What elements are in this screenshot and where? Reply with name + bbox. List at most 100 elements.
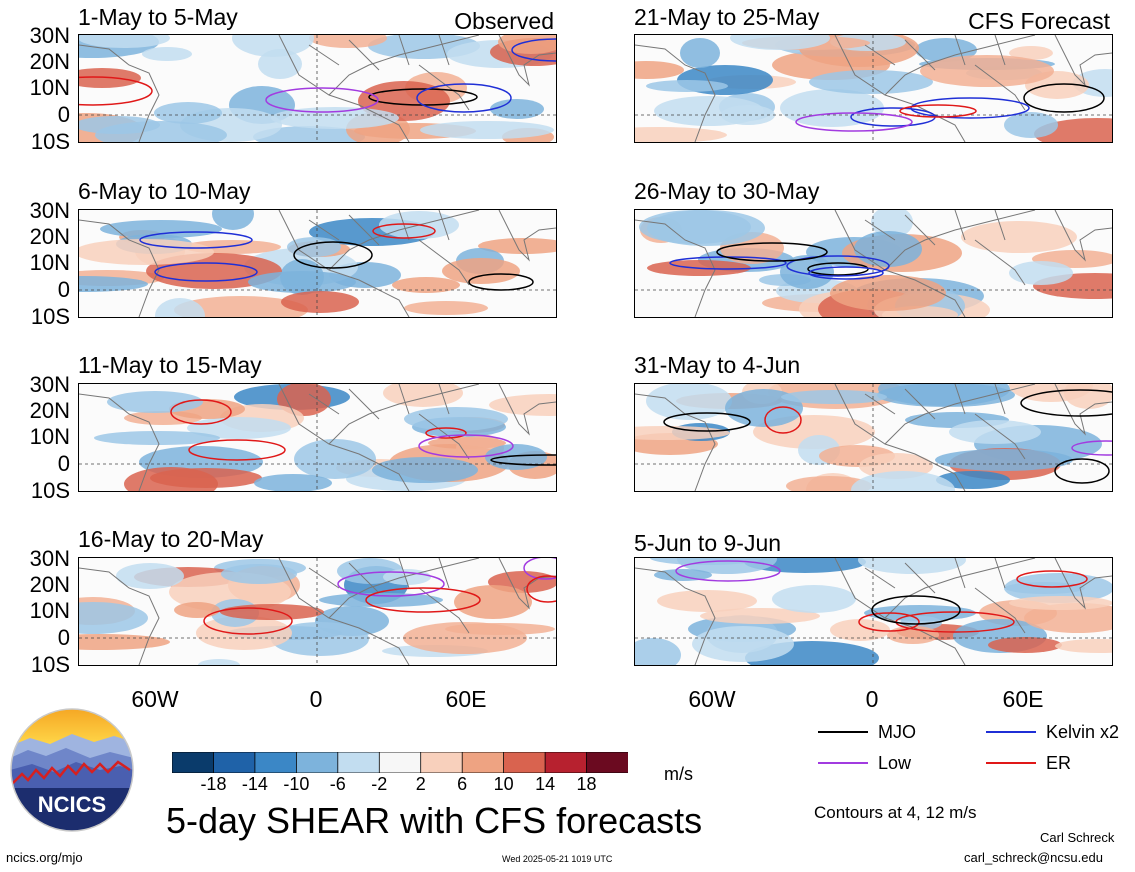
shear-anomaly [107, 391, 203, 413]
shear-anomaly [383, 384, 463, 407]
panel-title-3: 11-May to 15-May [78, 352, 262, 378]
wave-contour [807, 262, 869, 276]
colorbar-tick: -18 [200, 774, 227, 794]
shear-anomaly [232, 35, 314, 57]
wave-contour [1071, 440, 1112, 456]
shear-anomaly [830, 275, 946, 311]
colorbar-tick: 6 [457, 774, 468, 794]
shear-anomaly [864, 605, 976, 621]
colorbar-tick: -14 [241, 774, 268, 794]
map-panel-1 [78, 34, 557, 143]
shear-anomaly [646, 80, 728, 92]
shear-anomaly [781, 390, 887, 404]
lat-label: 10S [30, 304, 70, 329]
shear-anomaly [100, 220, 222, 238]
shear-anomaly [404, 407, 508, 431]
colorbar-tick: 18 [576, 774, 597, 794]
main-title: 5-day SHEAR with CFS forecasts [166, 800, 703, 841]
shear-anomaly [730, 35, 830, 50]
shear-anomaly [253, 126, 365, 142]
footer-url: ncics.org/mjo [6, 850, 83, 865]
shear-anomaly [372, 457, 478, 483]
shear-anomaly [1064, 384, 1112, 409]
lat-label: 10S [30, 478, 70, 503]
shear-anomaly [490, 99, 544, 119]
shear-anomaly [1005, 582, 1085, 594]
shear-anomaly [786, 476, 872, 491]
lat-label: 30N [29, 23, 70, 48]
map-panel-6 [634, 209, 1113, 318]
shear-anomaly [154, 102, 222, 124]
lat-label: 20N [29, 398, 70, 423]
wave-contour [786, 255, 890, 277]
shear-anomaly [309, 35, 387, 48]
shear-anomaly [646, 384, 732, 420]
lat-label: 0 [57, 625, 70, 650]
wave-contour [526, 575, 556, 603]
wave-contour [203, 607, 293, 635]
shear-anomaly [174, 296, 308, 317]
lon-label-60e-left: 60E [445, 686, 487, 712]
shear-anomaly [116, 563, 184, 589]
shear-anomaly [281, 291, 359, 313]
shear-anomaly [271, 107, 399, 129]
colorbar-swatch [172, 752, 215, 773]
lon-label-0-right: 0 [865, 686, 879, 712]
shear-anomaly [1024, 603, 1112, 633]
legend-er-label: ER [1046, 753, 1072, 773]
wave-contour [910, 97, 1030, 119]
lat-label: 10S [30, 652, 70, 677]
map-panel-4 [78, 557, 557, 666]
shear-anomaly [392, 277, 460, 293]
wave-contour [416, 83, 512, 113]
wave-contour [365, 587, 481, 613]
shear-anomaly [221, 564, 297, 584]
shear-anomaly [1004, 112, 1058, 138]
shear-anomaly [920, 55, 1054, 87]
shear-anomaly [454, 585, 532, 619]
wave-contour [795, 112, 913, 132]
shear-anomaly [1055, 639, 1112, 653]
wave-contour [523, 558, 556, 580]
panel-title-8: 5-Jun to 9-Jun [634, 530, 782, 556]
lon-label-60w-left: 60W [131, 686, 179, 712]
lat-label: 30N [29, 546, 70, 571]
shear-anomaly [851, 471, 955, 491]
wave-contour [1023, 83, 1105, 113]
lat-label: 30N [29, 372, 70, 397]
colorbar-tick: -10 [283, 774, 310, 794]
shear-anomaly [442, 258, 520, 284]
shear-anomaly [961, 221, 1077, 253]
logo-text: NCICS [38, 792, 106, 817]
shear-anomaly [258, 49, 302, 79]
colorbar-tick: 2 [415, 774, 426, 794]
author-name: Carl Schreck [1040, 830, 1115, 845]
wave-contour [663, 412, 751, 432]
legend-kelvin-swatch [986, 731, 1036, 733]
wave-contour [1020, 389, 1112, 417]
wave-contour [170, 399, 232, 425]
panel-title-6: 26-May to 30-May [634, 178, 820, 204]
shear-anomaly [287, 237, 341, 257]
wave-contour [418, 434, 514, 458]
wave-contour [372, 223, 436, 239]
wave-contour [871, 595, 961, 625]
panel-title-4: 16-May to 20-May [78, 526, 264, 552]
author-email: carl_schreck@ncsu.edu [964, 850, 1103, 865]
colorbar-swatch [544, 752, 588, 773]
shear-anomaly [404, 301, 488, 315]
wave-contour [188, 439, 286, 461]
shear-anomaly [854, 231, 922, 267]
colorbar-swatch [420, 752, 464, 773]
panel-title-7: 31-May to 4-Jun [634, 352, 801, 378]
panel-title-5: 21-May to 25-May [634, 4, 820, 30]
colorbar-swatch [461, 752, 505, 773]
lat-label: 0 [57, 277, 70, 302]
shear-anomaly [198, 659, 240, 665]
colorbar-tick: 14 [535, 774, 556, 794]
shear-anomaly [647, 210, 765, 246]
lat-label: 20N [29, 572, 70, 597]
wave-contour [490, 454, 556, 466]
coastlines [79, 384, 556, 491]
shear-anomaly [1009, 596, 1112, 610]
